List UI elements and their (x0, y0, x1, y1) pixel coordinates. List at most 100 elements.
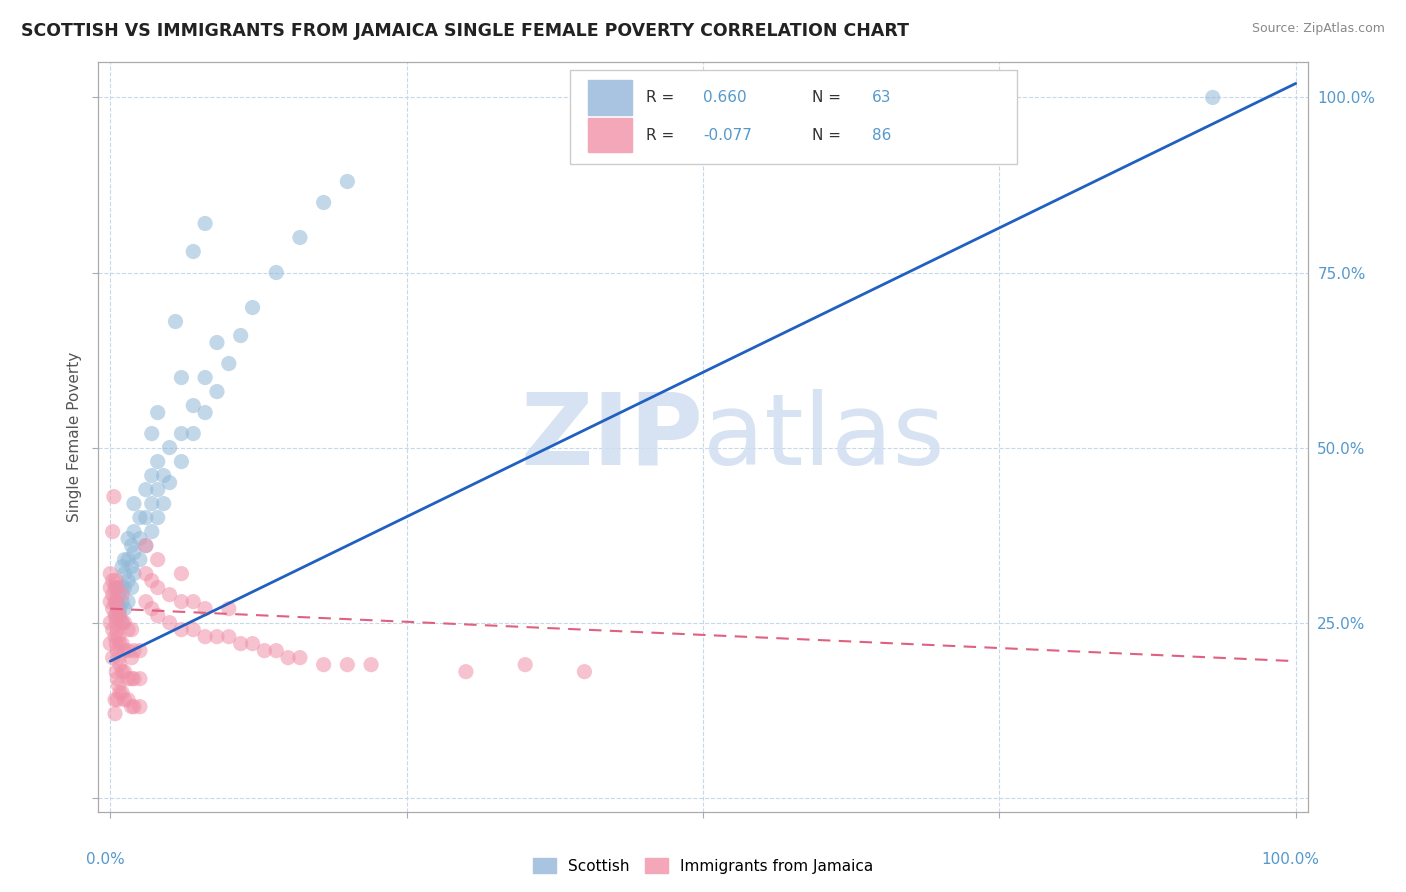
Point (264, 266, 287, 280)
Point (218, 601, 240, 615)
Point (117, 594, 139, 608)
Point (107, 679, 129, 693)
Point (170, 426, 193, 441)
Point (181, 426, 204, 441)
Point (111, 615, 134, 630)
Point (170, 370, 193, 384)
Point (103, 490, 125, 504)
Point (141, 497, 163, 511)
Point (194, 406, 217, 420)
Point (121, 672, 143, 686)
Point (205, 630, 228, 644)
Point (104, 692, 127, 706)
Text: N =: N = (811, 128, 845, 143)
Point (114, 692, 136, 706)
Text: SCOTTISH VS IMMIGRANTS FROM JAMAICA SINGLE FEMALE POVERTY CORRELATION CHART: SCOTTISH VS IMMIGRANTS FROM JAMAICA SING… (21, 22, 910, 40)
Point (117, 672, 139, 686)
Point (336, 174, 359, 188)
Point (117, 623, 139, 637)
Point (229, 328, 252, 343)
Text: 86: 86 (872, 128, 891, 143)
Point (194, 630, 217, 644)
Point (114, 665, 136, 679)
Point (101, 588, 124, 602)
Point (101, 601, 124, 615)
Point (101, 650, 124, 665)
Point (146, 406, 169, 420)
Point (117, 552, 139, 566)
Text: Source: ZipAtlas.com: Source: ZipAtlas.com (1251, 22, 1385, 36)
Point (121, 539, 143, 553)
Point (141, 574, 163, 588)
Point (288, 650, 311, 665)
Point (98, 581, 121, 595)
Point (104, 630, 127, 644)
Point (105, 608, 128, 623)
FancyBboxPatch shape (588, 80, 631, 115)
Point (181, 399, 204, 413)
Point (107, 608, 129, 623)
Point (141, 468, 163, 483)
Point (122, 699, 145, 714)
Text: -0.077: -0.077 (703, 128, 752, 143)
Point (111, 559, 134, 574)
Point (242, 637, 264, 651)
Point (159, 615, 181, 630)
Point (135, 510, 157, 524)
Point (152, 497, 174, 511)
Point (105, 665, 128, 679)
Point (454, 665, 477, 679)
Text: ZIP: ZIP (520, 389, 703, 485)
Point (122, 643, 145, 657)
Point (129, 510, 152, 524)
Point (194, 217, 217, 231)
Point (129, 699, 152, 714)
Point (101, 574, 124, 588)
Point (135, 566, 157, 581)
Point (105, 574, 128, 588)
Text: R =: R = (647, 128, 679, 143)
Point (111, 665, 134, 679)
Point (129, 672, 152, 686)
Point (105, 615, 128, 630)
Point (105, 581, 128, 595)
Point (105, 601, 128, 615)
Point (114, 601, 136, 615)
Point (194, 370, 217, 384)
Point (108, 601, 131, 615)
Point (107, 601, 129, 615)
Point (135, 594, 157, 608)
Point (105, 623, 128, 637)
Point (111, 686, 134, 700)
Point (146, 581, 169, 595)
Point (312, 657, 335, 672)
Point (129, 643, 152, 657)
Point (105, 692, 128, 706)
Point (181, 244, 204, 259)
Point (229, 637, 252, 651)
Point (122, 497, 145, 511)
Point (159, 441, 181, 455)
Text: N =: N = (811, 90, 845, 105)
Point (574, 665, 596, 679)
Point (1202, 90, 1225, 104)
Text: 0.660: 0.660 (703, 90, 747, 105)
Point (135, 539, 157, 553)
Point (165, 314, 187, 328)
Point (121, 581, 143, 595)
Point (122, 524, 145, 539)
Point (121, 699, 143, 714)
Point (105, 581, 128, 595)
Point (312, 195, 335, 210)
Text: 100.0%: 100.0% (1261, 852, 1320, 867)
Point (181, 623, 204, 637)
Point (122, 546, 145, 560)
Point (105, 643, 128, 657)
Point (205, 335, 228, 350)
Point (111, 581, 134, 595)
Point (104, 706, 127, 721)
Point (117, 532, 139, 546)
Text: atlas: atlas (703, 389, 945, 485)
Point (129, 552, 152, 566)
Point (170, 566, 193, 581)
